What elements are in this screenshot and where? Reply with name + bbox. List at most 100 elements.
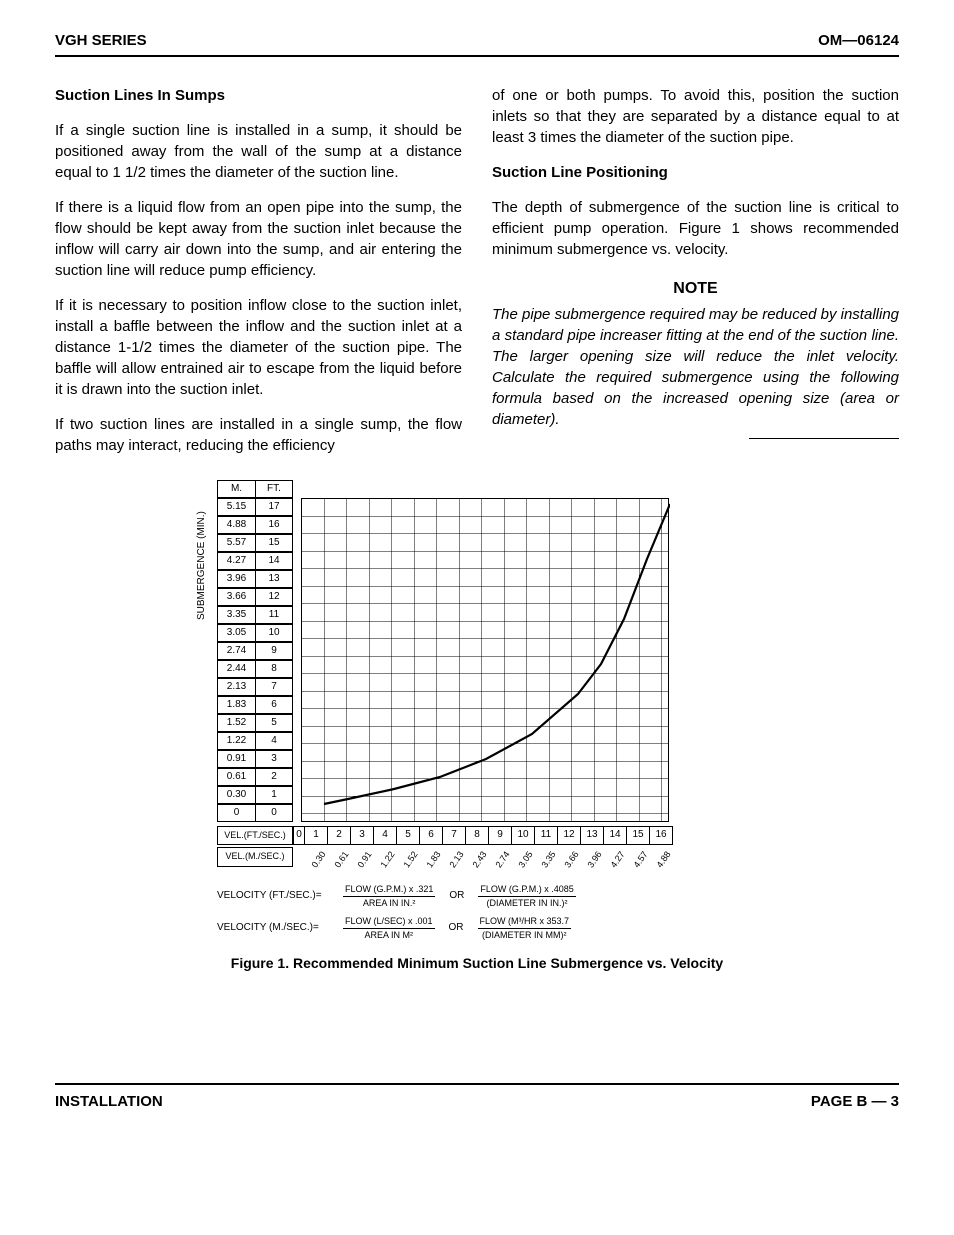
x-tick-ft: 6 [420, 826, 443, 845]
note-rule [749, 438, 899, 439]
or1: OR [443, 889, 470, 903]
y-tick-m: 3.96 [217, 570, 255, 588]
x-tick-ft: 3 [351, 826, 374, 845]
y-tick-ft: 2 [255, 768, 293, 786]
y-tick-row: 2.749 [217, 642, 293, 660]
y-tick-ft: 0 [255, 804, 293, 822]
y-tick-row: 5.1517 [217, 498, 293, 516]
y-tick-ft: 12 [255, 588, 293, 606]
y-tick-row: 00 [217, 804, 293, 822]
para-l4: If two suction lines are installed in a … [55, 414, 462, 456]
y-tick-ft: 8 [255, 660, 293, 678]
header-left: VGH SERIES [55, 30, 147, 51]
formula-m-1: FLOW (L/SEC) x .001 AREA IN M² [343, 915, 435, 941]
y-tick-ft: 15 [255, 534, 293, 552]
y-tick-m: 1.52 [217, 714, 255, 732]
formula-m-label: VELOCITY (M./SEC.)= [217, 921, 335, 935]
y-tick-ft: 17 [255, 498, 293, 516]
y-tick-row: 2.448 [217, 660, 293, 678]
y-tick-ft: 6 [255, 696, 293, 714]
para-l1: If a single suction line is installed in… [55, 120, 462, 183]
y-tick-m: 0.91 [217, 750, 255, 768]
left-column: Suction Lines In Sumps If a single sucti… [55, 85, 462, 470]
y-axis-label: SUBMERGENCE (MIN.) [195, 511, 209, 620]
y-tick-row: 2.137 [217, 678, 293, 696]
x-tick-ft: 5 [397, 826, 420, 845]
x-tick-ft: 10 [512, 826, 535, 845]
y-tick-ft: 1 [255, 786, 293, 804]
x-tick-ft: 9 [489, 826, 512, 845]
plot-area [301, 498, 669, 822]
x-label-ft: VEL.(FT./SEC.) [217, 826, 293, 845]
y-tick-row: 1.836 [217, 696, 293, 714]
y-tick-m: 5.57 [217, 534, 255, 552]
y-tick-ft: 11 [255, 606, 293, 624]
footer-left: INSTALLATION [55, 1091, 163, 1112]
x-tick-ft: 15 [627, 826, 650, 845]
x-axis-m-row: VEL.(M./SEC.) 0.300.610.911.221.521.832.… [217, 847, 737, 868]
para-l2: If there is a liquid flow from an open p… [55, 197, 462, 281]
x-tick-m: 4.88 [645, 842, 675, 873]
y-tick-ft: 3 [255, 750, 293, 768]
page-header: VGH SERIES OM—06124 [55, 30, 899, 57]
y-tick-ft: 7 [255, 678, 293, 696]
y-tick-m: 2.13 [217, 678, 255, 696]
x-label-m: VEL.(M./SEC.) [217, 847, 293, 868]
formula-ft-1: FLOW (G.P.M.) x .321 AREA IN IN.² [343, 883, 435, 909]
y-tick-row: 0.301 [217, 786, 293, 804]
y-tick-m: 0 [217, 804, 255, 822]
x-tick-ft: 13 [581, 826, 604, 845]
y-tick-m: 4.27 [217, 552, 255, 570]
y-tick-m: 5.15 [217, 498, 255, 516]
y-tick-ft: 4 [255, 732, 293, 750]
y-tick-m: 0.61 [217, 768, 255, 786]
y-tick-ft: 9 [255, 642, 293, 660]
y-tick-ft: 10 [255, 624, 293, 642]
x-tick-ft: 16 [650, 826, 673, 845]
chart-container: SUBMERGENCE (MIN.) M. FT. 5.15174.88165.… [55, 480, 899, 948]
y-tick-row: 4.2714 [217, 552, 293, 570]
page-footer: INSTALLATION PAGE B — 3 [55, 1083, 899, 1112]
text-columns: Suction Lines In Sumps If a single sucti… [55, 85, 899, 470]
heading-sumps: Suction Lines In Sumps [55, 85, 462, 106]
y-tick-m: 0.30 [217, 786, 255, 804]
para-r1: The depth of submergence of the suction … [492, 197, 899, 260]
y-tick-row: 0.612 [217, 768, 293, 786]
y-tick-m: 3.66 [217, 588, 255, 606]
x-tick-ft: 11 [535, 826, 558, 845]
y-tick-row: 3.3511 [217, 606, 293, 624]
y-tick-m: 4.88 [217, 516, 255, 534]
y-axis-column: M. FT. 5.15174.88165.57154.27143.96133.6… [217, 480, 293, 822]
y-tick-row: 4.8816 [217, 516, 293, 534]
x-tick-ft: 8 [466, 826, 489, 845]
y-tick-row: 0.913 [217, 750, 293, 768]
para-r0: of one or both pumps. To avoid this, pos… [492, 85, 899, 148]
x-tick-ft: 2 [328, 826, 351, 845]
x-tick-ft: 12 [558, 826, 581, 845]
y-tick-row: 3.6612 [217, 588, 293, 606]
y-tick-m: 2.44 [217, 660, 255, 678]
y-tick-row: 1.525 [217, 714, 293, 732]
figure-caption: Figure 1. Recommended Minimum Suction Li… [55, 954, 899, 974]
chart-curve [302, 499, 670, 823]
y-head-m: M. [217, 480, 255, 498]
y-tick-m: 2.74 [217, 642, 255, 660]
submergence-chart: SUBMERGENCE (MIN.) M. FT. 5.15174.88165.… [217, 480, 737, 948]
or2: OR [443, 921, 470, 935]
header-right: OM—06124 [818, 30, 899, 51]
y-tick-m: 3.05 [217, 624, 255, 642]
formula-ft-label: VELOCITY (FT./SEC.)= [217, 889, 335, 903]
para-l3: If it is necessary to position inflow cl… [55, 295, 462, 400]
y-tick-row: 5.5715 [217, 534, 293, 552]
y-tick-row: 1.224 [217, 732, 293, 750]
y-tick-row: 3.9613 [217, 570, 293, 588]
note-title: NOTE [492, 278, 899, 300]
y-tick-ft: 13 [255, 570, 293, 588]
x-tick-ft: 7 [443, 826, 466, 845]
x-tick-ft: 4 [374, 826, 397, 845]
x-tick-ft: 1 [305, 826, 328, 845]
y-tick-ft: 16 [255, 516, 293, 534]
y-tick-m: 1.22 [217, 732, 255, 750]
y-tick-ft: 14 [255, 552, 293, 570]
y-tick-ft: 5 [255, 714, 293, 732]
